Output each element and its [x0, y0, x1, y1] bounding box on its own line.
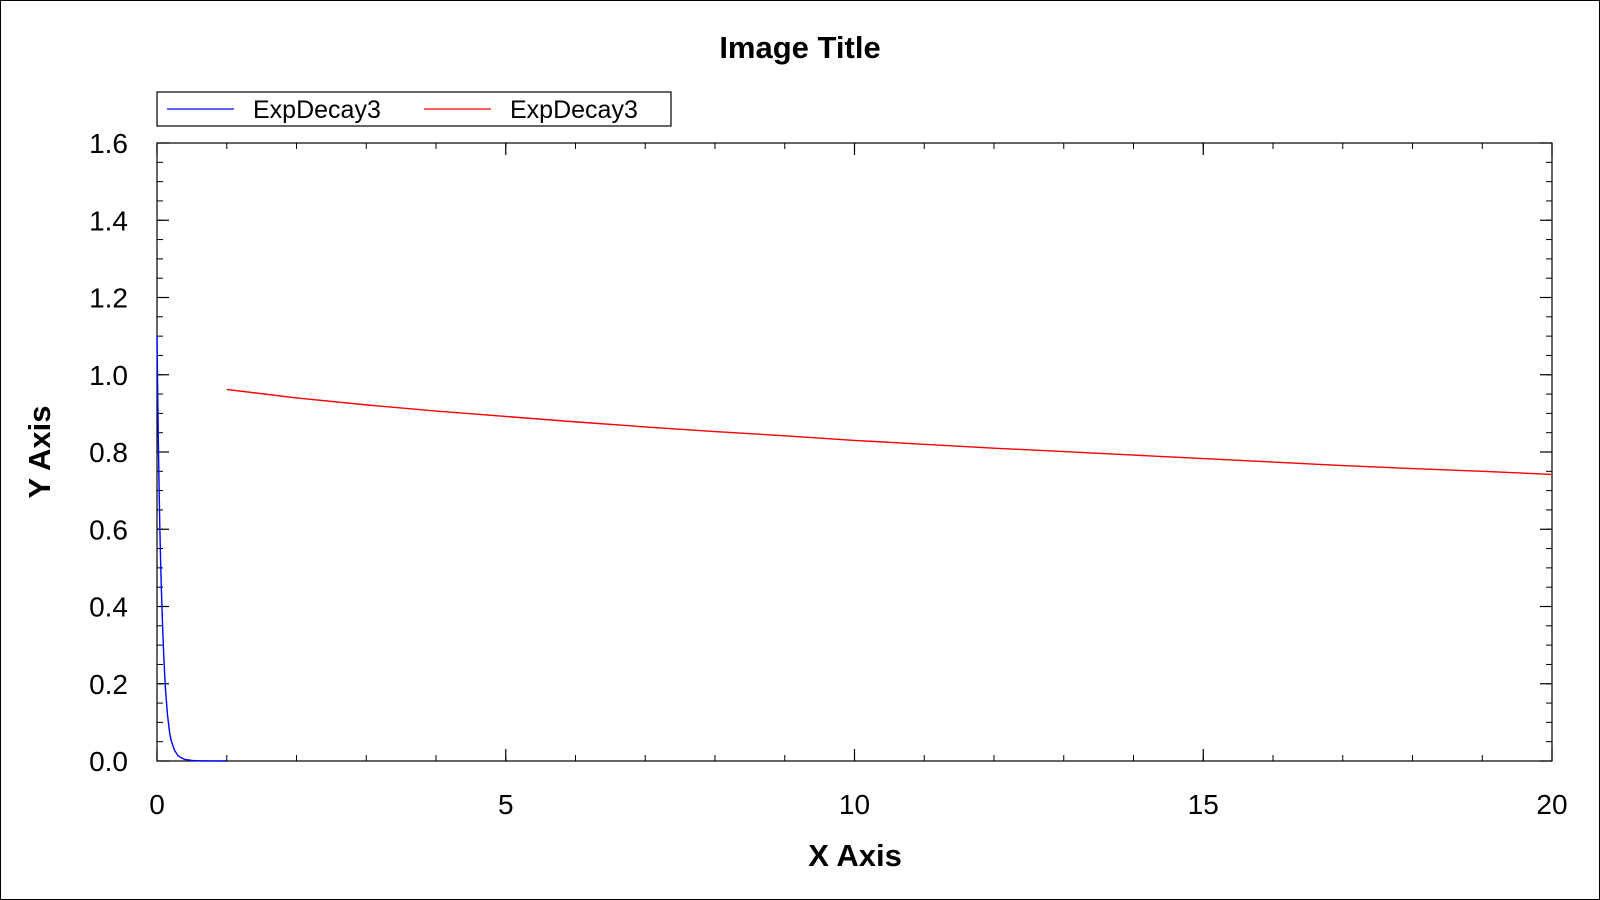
- legend-label-series-1: ExpDecay3: [253, 96, 381, 124]
- series-line-2: [226, 388, 1553, 476]
- legend: ExpDecay3 ExpDecay3: [156, 91, 672, 127]
- x-tick-label: 20: [1536, 789, 1567, 820]
- x-axis-ticks: 0 5 10 15 20: [149, 143, 1568, 820]
- series-layer: [156, 336, 1553, 762]
- legend-label-series-2: ExpDecay3: [510, 96, 638, 124]
- x-tick-label: 15: [1188, 789, 1219, 820]
- y-tick-label: 0.4: [89, 592, 128, 623]
- x-tick-label: 0: [149, 789, 165, 820]
- plot-area-frame: [156, 142, 1553, 762]
- x-tick-label: 10: [839, 789, 870, 820]
- series-line-1: [156, 336, 227, 762]
- x-tick-label: 5: [498, 789, 514, 820]
- legend-box: [156, 91, 672, 127]
- y-tick-label: 0.6: [89, 514, 128, 545]
- y-tick-label: 0.0: [89, 746, 128, 777]
- y-tick-label: 1.6: [89, 128, 128, 159]
- minor-ticks: [156, 142, 1553, 762]
- y-axis-title: Y Axis: [22, 405, 57, 498]
- y-tick-label: 1.2: [89, 283, 128, 314]
- y-tick-label: 0.8: [89, 437, 128, 468]
- chart-title: Image Title: [719, 30, 880, 65]
- x-axis-title: X Axis: [808, 838, 902, 873]
- y-tick-label: 1.0: [89, 360, 128, 391]
- y-tick-label: 0.2: [89, 669, 128, 700]
- y-axis-ticks: 0.0 0.2 0.4 0.6 0.8 1.0 1.2 1.4 1.6: [89, 128, 1552, 777]
- y-tick-label: 1.4: [89, 205, 128, 236]
